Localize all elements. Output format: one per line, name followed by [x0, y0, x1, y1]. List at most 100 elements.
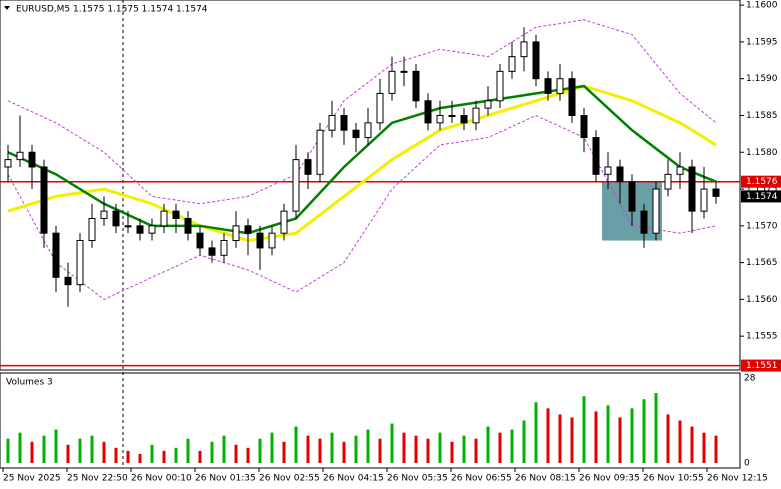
- candle-body: [340, 114, 348, 131]
- volume-bar: [174, 447, 178, 463]
- volume-bar: [366, 429, 370, 463]
- candle-body: [136, 225, 144, 234]
- last-price-label: 1.1574: [746, 192, 778, 202]
- volume-bar: [6, 438, 10, 463]
- volume-bar: [642, 399, 646, 463]
- candle-body: [580, 114, 588, 139]
- candle-body: [676, 166, 684, 175]
- candle-body: [268, 232, 276, 249]
- candle-body: [304, 159, 312, 175]
- candle-body: [292, 159, 300, 212]
- volume-bar: [714, 435, 718, 463]
- candle-body: [436, 114, 444, 124]
- time-label: 26 Nov 00:10: [131, 474, 192, 484]
- volume-bar: [450, 441, 454, 463]
- time-label: 25 Nov 22:50: [67, 474, 128, 484]
- candle-body: [100, 210, 108, 219]
- candle-body: [688, 166, 696, 212]
- volume-bar: [498, 432, 502, 463]
- band-upper: [7, 19, 717, 205]
- candle-body: [4, 159, 12, 168]
- title-arrow: [4, 6, 10, 10]
- candle-body: [196, 232, 204, 249]
- time-label: 26 Nov 04:15: [323, 474, 384, 484]
- y-tick-label: 1.1585: [746, 111, 778, 121]
- volume-bar: [678, 420, 682, 463]
- volume-bar: [198, 450, 202, 463]
- time-label: 26 Nov 02:55: [259, 474, 320, 484]
- last-price-box: [741, 190, 781, 203]
- volume-tick-label: 28: [744, 374, 756, 384]
- candle-body: [628, 181, 636, 212]
- candle-body: [604, 166, 612, 175]
- time-label: 26 Nov 06:55: [451, 474, 512, 484]
- candle-body: [76, 240, 84, 286]
- volume-bar: [342, 441, 346, 463]
- time-label: 26 Nov 12:15: [707, 474, 768, 484]
- volume-bar: [318, 438, 322, 463]
- time-label: 26 Nov 01:35: [195, 474, 256, 484]
- candle-body: [328, 114, 336, 131]
- time-label: 26 Nov 05:35: [387, 474, 448, 484]
- candle-body: [232, 225, 240, 242]
- candle-body: [592, 137, 600, 175]
- volume-panel: [0, 372, 741, 469]
- volume-bar: [666, 414, 670, 463]
- volume-bar: [402, 432, 406, 463]
- volume-bar: [558, 414, 562, 463]
- candle-body: [700, 188, 708, 212]
- volume-bar: [570, 417, 574, 463]
- candle-body: [544, 78, 552, 94]
- volume-bar: [234, 444, 238, 463]
- y-tick-label: 1.1595: [746, 37, 778, 47]
- volume-bar: [594, 411, 598, 463]
- volume-bar: [114, 447, 118, 463]
- volume-bar: [138, 453, 142, 463]
- candle-body: [568, 78, 576, 116]
- candle-body: [412, 70, 420, 102]
- chart-title: EURUSD,M5 1.1575 1.1575 1.1574 1.1574: [16, 5, 208, 15]
- candle-body: [316, 129, 324, 175]
- level-price-box: [741, 359, 781, 372]
- time-label: 26 Nov 09:35: [579, 474, 640, 484]
- candle-body: [484, 100, 492, 109]
- volume-bar: [102, 441, 106, 463]
- candle-body: [28, 151, 36, 168]
- candle-body: [124, 225, 132, 228]
- candle-body: [16, 151, 24, 161]
- volume-bar: [294, 426, 298, 463]
- candle-body: [256, 232, 264, 249]
- volume-bar: [474, 438, 478, 463]
- volume-bar: [378, 438, 382, 463]
- volume-bar: [42, 435, 46, 463]
- volume-bar: [306, 435, 310, 463]
- y-tick-label: 1.1570: [746, 221, 778, 231]
- volume-tick-label: 0: [744, 459, 750, 469]
- level-price-label: 1.1576: [746, 177, 778, 187]
- y-tick-label: 1.1555: [746, 332, 778, 342]
- volume-bar: [282, 441, 286, 463]
- volume-bar: [18, 432, 22, 463]
- candle-body: [616, 166, 624, 183]
- candle-body: [472, 107, 480, 124]
- time-label: 25 Nov 2025: [3, 474, 61, 484]
- volume-bar: [210, 441, 214, 463]
- candle-body: [460, 114, 468, 124]
- volume-bar: [162, 450, 166, 463]
- candle-body: [388, 70, 396, 94]
- candle-body: [364, 122, 372, 139]
- volume-bar: [186, 438, 190, 463]
- volume-bar: [390, 423, 394, 463]
- volume-bar: [438, 432, 442, 463]
- candle-body: [52, 232, 60, 278]
- volume-bar: [66, 444, 70, 463]
- candle-body: [652, 188, 660, 234]
- volume-bar: [90, 435, 94, 463]
- candle-body: [220, 240, 228, 256]
- candle-body: [712, 188, 720, 197]
- volume-bar: [426, 438, 430, 463]
- volume-bar: [222, 435, 226, 463]
- volume-bar: [630, 408, 634, 463]
- band-lower: [7, 114, 717, 300]
